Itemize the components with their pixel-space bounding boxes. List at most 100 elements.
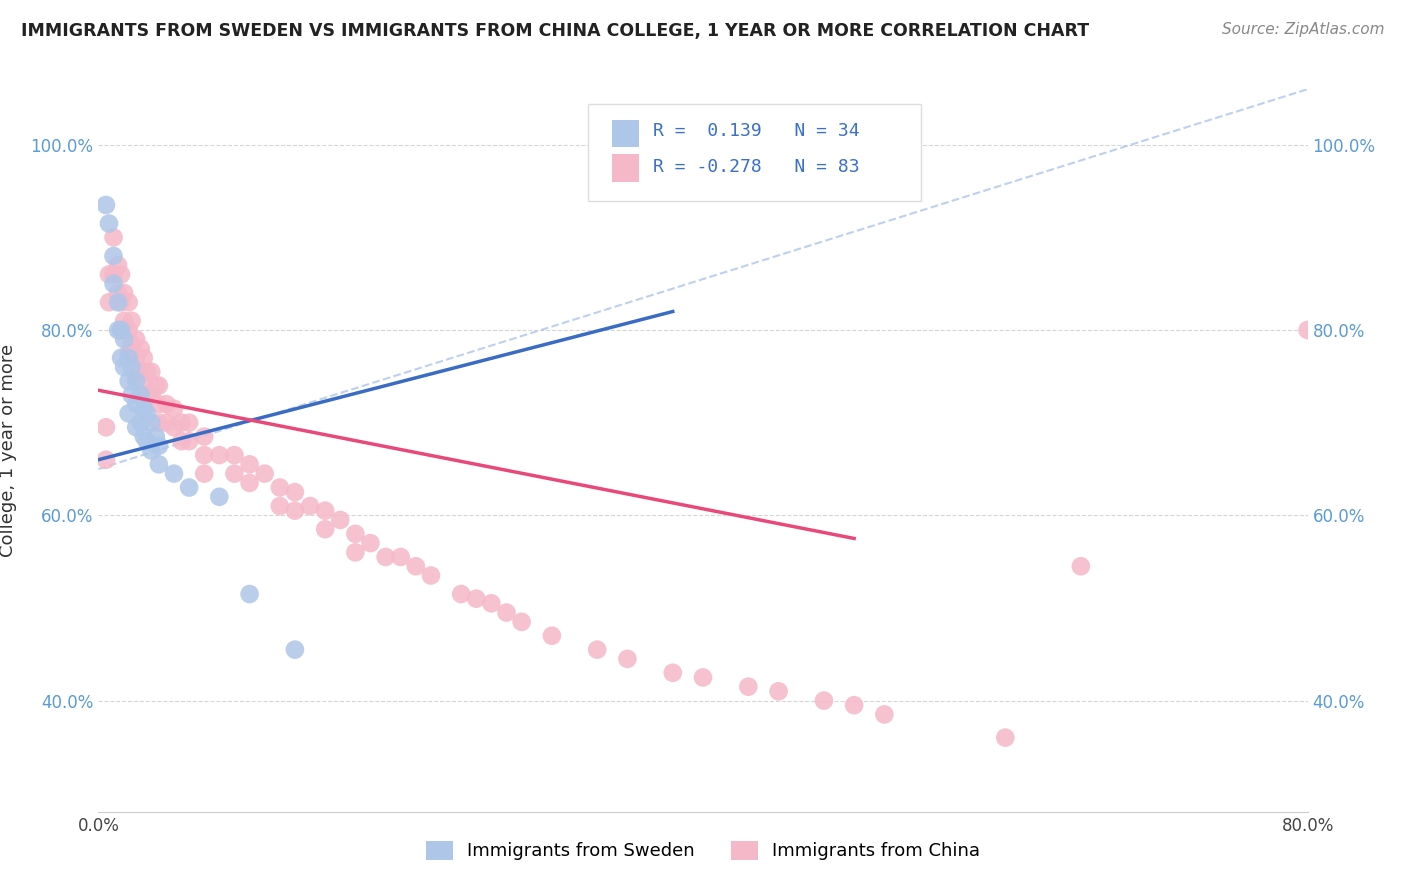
Point [118, 374, 141, 388]
Point [145, 378, 167, 392]
Point [420, 568, 443, 582]
Point [450, 587, 472, 601]
Point [121, 314, 143, 328]
Point [193, 467, 215, 481]
Point [1070, 559, 1092, 574]
Point [129, 342, 152, 356]
Text: Source: ZipAtlas.com: Source: ZipAtlas.com [1222, 22, 1385, 37]
Point [314, 522, 336, 536]
Point [103, 277, 125, 291]
Point [208, 448, 231, 462]
Point [121, 360, 143, 375]
Point [844, 698, 866, 713]
Point [110, 351, 132, 365]
Point [110, 323, 132, 337]
Point [239, 475, 262, 490]
Point [107, 295, 129, 310]
Point [465, 591, 488, 606]
Point [586, 642, 609, 657]
Point [112, 285, 135, 300]
Point [269, 481, 291, 495]
Point [148, 416, 170, 430]
Point [121, 388, 143, 402]
Point [110, 323, 132, 337]
Point [481, 596, 503, 610]
Text: IMMIGRANTS FROM SWEDEN VS IMMIGRANTS FROM CHINA COLLEGE, 1 YEAR OR MORE CORRELAT: IMMIGRANTS FROM SWEDEN VS IMMIGRANTS FRO… [21, 22, 1090, 40]
Point [112, 314, 135, 328]
Point [284, 642, 307, 657]
Point [179, 416, 201, 430]
Point [141, 416, 163, 430]
Point [132, 374, 155, 388]
Point [495, 606, 517, 620]
Point [148, 458, 170, 472]
Y-axis label: College, 1 year or more: College, 1 year or more [0, 344, 17, 557]
Point [141, 443, 163, 458]
Point [125, 397, 148, 411]
Point [253, 467, 276, 481]
Point [1296, 323, 1319, 337]
Point [405, 559, 427, 574]
Point [125, 332, 148, 346]
Point [125, 351, 148, 365]
Point [135, 365, 157, 379]
Text: R = -0.278   N = 83: R = -0.278 N = 83 [654, 158, 860, 176]
Point [148, 439, 170, 453]
Point [155, 397, 177, 411]
Point [208, 490, 231, 504]
Point [344, 545, 367, 559]
Point [107, 258, 129, 272]
Point [135, 434, 157, 449]
Point [329, 513, 352, 527]
Point [135, 388, 157, 402]
Point [94, 198, 117, 212]
Point [389, 549, 412, 564]
Point [107, 323, 129, 337]
Point [148, 397, 170, 411]
Bar [613, 120, 638, 147]
Point [110, 295, 132, 310]
Point [224, 467, 246, 481]
Point [163, 420, 186, 434]
Point [170, 434, 193, 449]
Point [813, 693, 835, 707]
Point [132, 351, 155, 365]
Point [98, 217, 121, 231]
Point [135, 406, 157, 420]
Point [145, 429, 167, 443]
Point [132, 429, 155, 443]
Point [110, 268, 132, 282]
Point [269, 499, 291, 513]
Point [129, 365, 152, 379]
Point [224, 448, 246, 462]
Point [118, 346, 141, 360]
Point [112, 360, 135, 375]
Point [94, 452, 117, 467]
Point [98, 295, 121, 310]
Point [129, 388, 152, 402]
Point [179, 434, 201, 449]
Point [129, 416, 152, 430]
Point [179, 481, 201, 495]
Point [163, 401, 186, 416]
Point [344, 526, 367, 541]
Point [125, 369, 148, 384]
Point [193, 448, 215, 462]
Point [692, 670, 714, 684]
Point [94, 420, 117, 434]
Point [737, 680, 759, 694]
Point [118, 295, 141, 310]
Point [118, 323, 141, 337]
Point [510, 615, 533, 629]
Point [98, 268, 121, 282]
Point [141, 365, 163, 379]
Point [121, 337, 143, 351]
FancyBboxPatch shape [588, 103, 921, 202]
Point [994, 731, 1017, 745]
Point [163, 467, 186, 481]
Point [132, 401, 155, 416]
Legend: Immigrants from Sweden, Immigrants from China: Immigrants from Sweden, Immigrants from … [419, 834, 987, 868]
Point [193, 429, 215, 443]
Point [360, 536, 382, 550]
Point [155, 416, 177, 430]
